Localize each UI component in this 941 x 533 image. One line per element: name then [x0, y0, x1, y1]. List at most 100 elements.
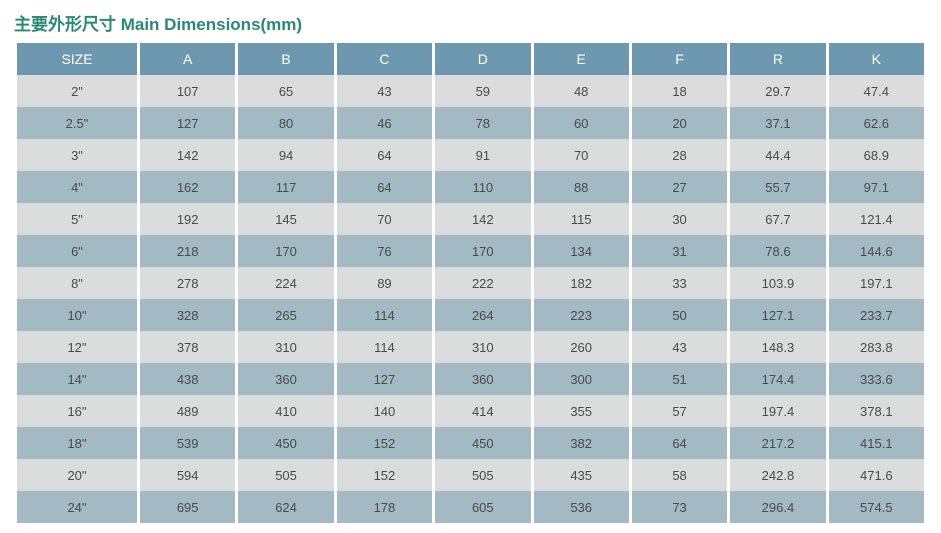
- table-row: 5"192145701421153067.7121.4: [17, 203, 924, 235]
- column-header: K: [829, 43, 924, 75]
- table-cell: 310: [238, 331, 333, 363]
- table-cell: 127: [140, 107, 235, 139]
- table-cell: 43: [632, 331, 727, 363]
- table-cell: 489: [140, 395, 235, 427]
- table-cell: 68.9: [829, 139, 924, 171]
- table-cell: 51: [632, 363, 727, 395]
- table-cell: 450: [435, 427, 530, 459]
- table-cell: 539: [140, 427, 235, 459]
- table-cell: 695: [140, 491, 235, 523]
- table-cell: 78.6: [730, 235, 825, 267]
- table-cell: 107: [140, 75, 235, 107]
- table-cell: 14": [17, 363, 137, 395]
- table-cell: 70: [337, 203, 432, 235]
- table-cell: 80: [238, 107, 333, 139]
- table-cell: 328: [140, 299, 235, 331]
- table-cell: 142: [435, 203, 530, 235]
- table-cell: 121.4: [829, 203, 924, 235]
- table-cell: 310: [435, 331, 530, 363]
- column-header: SIZE: [17, 43, 137, 75]
- table-cell: 43: [337, 75, 432, 107]
- table-cell: 27: [632, 171, 727, 203]
- table-cell: 110: [435, 171, 530, 203]
- table-cell: 47.4: [829, 75, 924, 107]
- table-cell: 20": [17, 459, 137, 491]
- table-cell: 170: [238, 235, 333, 267]
- table-cell: 29.7: [730, 75, 825, 107]
- table-cell: 2": [17, 75, 137, 107]
- table-cell: 435: [534, 459, 629, 491]
- column-header: F: [632, 43, 727, 75]
- table-cell: 574.5: [829, 491, 924, 523]
- table-cell: 16": [17, 395, 137, 427]
- table-cell: 70: [534, 139, 629, 171]
- table-cell: 33: [632, 267, 727, 299]
- table-cell: 48: [534, 75, 629, 107]
- table-cell: 182: [534, 267, 629, 299]
- table-cell: 2.5": [17, 107, 137, 139]
- table-cell: 536: [534, 491, 629, 523]
- table-cell: 62.6: [829, 107, 924, 139]
- table-cell: 78: [435, 107, 530, 139]
- table-cell: 60: [534, 107, 629, 139]
- table-cell: 127.1: [730, 299, 825, 331]
- column-header: B: [238, 43, 333, 75]
- table-cell: 278: [140, 267, 235, 299]
- table-cell: 505: [435, 459, 530, 491]
- table-cell: 222: [435, 267, 530, 299]
- column-header: C: [337, 43, 432, 75]
- table-cell: 360: [435, 363, 530, 395]
- table-cell: 37.1: [730, 107, 825, 139]
- table-cell: 88: [534, 171, 629, 203]
- table-row: 2.5"127804678602037.162.6: [17, 107, 924, 139]
- table-cell: 30: [632, 203, 727, 235]
- table-cell: 67.7: [730, 203, 825, 235]
- table-cell: 28: [632, 139, 727, 171]
- table-cell: 57: [632, 395, 727, 427]
- table-cell: 438: [140, 363, 235, 395]
- table-cell: 46: [337, 107, 432, 139]
- table-cell: 217.2: [730, 427, 825, 459]
- table-cell: 117: [238, 171, 333, 203]
- table-cell: 414: [435, 395, 530, 427]
- table-cell: 64: [632, 427, 727, 459]
- table-cell: 73: [632, 491, 727, 523]
- table-cell: 148.3: [730, 331, 825, 363]
- table-cell: 65: [238, 75, 333, 107]
- table-cell: 223: [534, 299, 629, 331]
- table-cell: 233.7: [829, 299, 924, 331]
- column-header: A: [140, 43, 235, 75]
- table-cell: 410: [238, 395, 333, 427]
- dimensions-table: SIZEABCDEFRK 2"107654359481829.747.42.5"…: [14, 43, 927, 523]
- table-row: 14"43836012736030051174.4333.6: [17, 363, 924, 395]
- table-cell: 114: [337, 331, 432, 363]
- table-cell: 242.8: [730, 459, 825, 491]
- table-cell: 197.4: [730, 395, 825, 427]
- table-cell: 115: [534, 203, 629, 235]
- table-cell: 260: [534, 331, 629, 363]
- table-cell: 31: [632, 235, 727, 267]
- table-cell: 224: [238, 267, 333, 299]
- table-cell: 624: [238, 491, 333, 523]
- table-row: 2"107654359481829.747.4: [17, 75, 924, 107]
- table-cell: 5": [17, 203, 137, 235]
- table-cell: 97.1: [829, 171, 924, 203]
- column-header: E: [534, 43, 629, 75]
- table-cell: 264: [435, 299, 530, 331]
- table-cell: 44.4: [730, 139, 825, 171]
- table-row: 8"2782248922218233103.9197.1: [17, 267, 924, 299]
- table-cell: 20: [632, 107, 727, 139]
- table-row: 24"69562417860553673296.4574.5: [17, 491, 924, 523]
- table-cell: 134: [534, 235, 629, 267]
- table-cell: 378.1: [829, 395, 924, 427]
- table-cell: 178: [337, 491, 432, 523]
- table-cell: 283.8: [829, 331, 924, 363]
- table-cell: 378: [140, 331, 235, 363]
- table-row: 3"142946491702844.468.9: [17, 139, 924, 171]
- table-cell: 18": [17, 427, 137, 459]
- table-cell: 50: [632, 299, 727, 331]
- table-cell: 18: [632, 75, 727, 107]
- table-cell: 140: [337, 395, 432, 427]
- table-cell: 12": [17, 331, 137, 363]
- table-cell: 144.6: [829, 235, 924, 267]
